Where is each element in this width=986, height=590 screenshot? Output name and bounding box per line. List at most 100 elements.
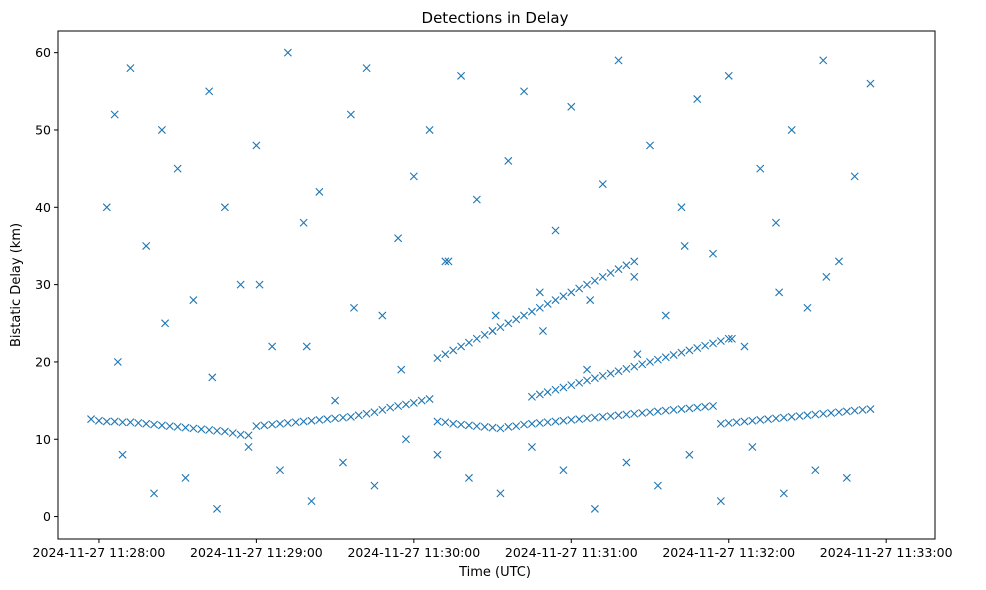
- data-point: [646, 141, 655, 150]
- data-point: [527, 442, 536, 451]
- data-point: [606, 269, 615, 278]
- data-point: [433, 450, 442, 459]
- data-point: [622, 364, 631, 373]
- data-point: [748, 442, 757, 451]
- data-point: [583, 414, 592, 423]
- data-point: [583, 280, 592, 289]
- data-point: [764, 415, 773, 424]
- data-point: [252, 422, 261, 431]
- data-point: [110, 417, 119, 426]
- chart-title: Detections in Delay: [422, 9, 569, 27]
- data-point: [346, 412, 355, 421]
- data-point: [87, 415, 96, 424]
- data-point: [638, 408, 647, 417]
- data-point: [472, 422, 481, 431]
- data-point: [394, 234, 403, 243]
- y-tick-label: 20: [35, 354, 51, 369]
- data-point: [646, 408, 655, 417]
- data-point: [653, 481, 662, 490]
- data-point: [433, 417, 442, 426]
- data-point: [283, 419, 292, 428]
- data-point: [803, 303, 812, 312]
- data-point: [457, 71, 466, 80]
- data-point: [205, 425, 214, 434]
- data-point: [709, 402, 717, 410]
- data-point: [685, 404, 694, 413]
- data-point: [268, 342, 277, 351]
- data-point: [504, 422, 513, 431]
- data-point: [850, 406, 859, 415]
- data-point: [181, 423, 190, 432]
- data-point: [126, 418, 135, 427]
- data-point: [669, 350, 678, 359]
- data-point: [464, 473, 473, 482]
- data-point: [488, 423, 497, 432]
- data-point: [208, 373, 217, 382]
- data-point: [787, 125, 796, 134]
- data-point: [457, 342, 466, 351]
- data-point: [709, 249, 717, 258]
- data-point: [464, 338, 473, 347]
- data-point: [583, 376, 592, 385]
- data-point: [598, 371, 607, 380]
- data-point: [276, 419, 284, 428]
- data-point: [425, 125, 434, 134]
- data-point: [586, 296, 595, 305]
- data-point: [504, 156, 513, 165]
- data-point: [315, 415, 324, 424]
- data-point: [441, 350, 450, 359]
- data-point: [543, 299, 552, 308]
- y-tick-group: 0 10 20 30 40 50 60: [35, 45, 58, 524]
- data-point: [811, 410, 820, 419]
- data-point: [480, 330, 489, 339]
- data-point: [449, 419, 458, 428]
- data-point: [331, 414, 340, 423]
- data-point: [633, 350, 642, 359]
- data-point: [575, 415, 584, 424]
- data-point: [181, 473, 190, 482]
- data-point: [866, 405, 875, 414]
- data-point: [457, 420, 466, 429]
- data-point: [638, 360, 647, 369]
- data-point: [433, 354, 442, 363]
- data-point: [756, 164, 765, 173]
- data-point: [417, 396, 426, 405]
- data-point: [102, 417, 111, 426]
- data-point: [323, 415, 332, 424]
- data-point: [630, 257, 639, 266]
- data-point: [157, 421, 166, 430]
- data-point: [646, 357, 655, 366]
- data-point: [567, 381, 576, 390]
- data-point: [260, 421, 269, 430]
- data-point: [527, 392, 536, 401]
- data-point: [771, 414, 780, 423]
- data-point: [252, 141, 261, 150]
- data-point: [527, 307, 536, 316]
- y-tick-label: 60: [35, 45, 51, 60]
- series-track-2: [527, 334, 733, 401]
- data-point: [307, 416, 316, 425]
- data-point: [370, 481, 379, 490]
- data-point: [543, 418, 552, 427]
- data-point: [157, 125, 166, 134]
- data-point: [441, 257, 450, 266]
- data-point: [583, 365, 592, 374]
- y-axis-label: Bistatic Delay (km): [9, 223, 24, 347]
- y-tick-label: 30: [35, 277, 51, 292]
- data-point: [834, 257, 843, 266]
- data-point: [669, 405, 678, 414]
- data-point: [693, 95, 702, 104]
- data-point: [244, 442, 253, 451]
- data-point: [775, 288, 784, 297]
- data-point: [213, 426, 222, 435]
- data-point: [244, 431, 253, 440]
- data-point: [397, 365, 406, 374]
- data-point: [653, 407, 662, 416]
- data-point: [598, 180, 607, 189]
- data-point: [575, 284, 584, 293]
- data-point: [472, 195, 481, 204]
- data-point: [709, 339, 717, 348]
- data-point: [94, 416, 103, 425]
- data-point: [527, 419, 536, 428]
- data-point: [724, 419, 733, 428]
